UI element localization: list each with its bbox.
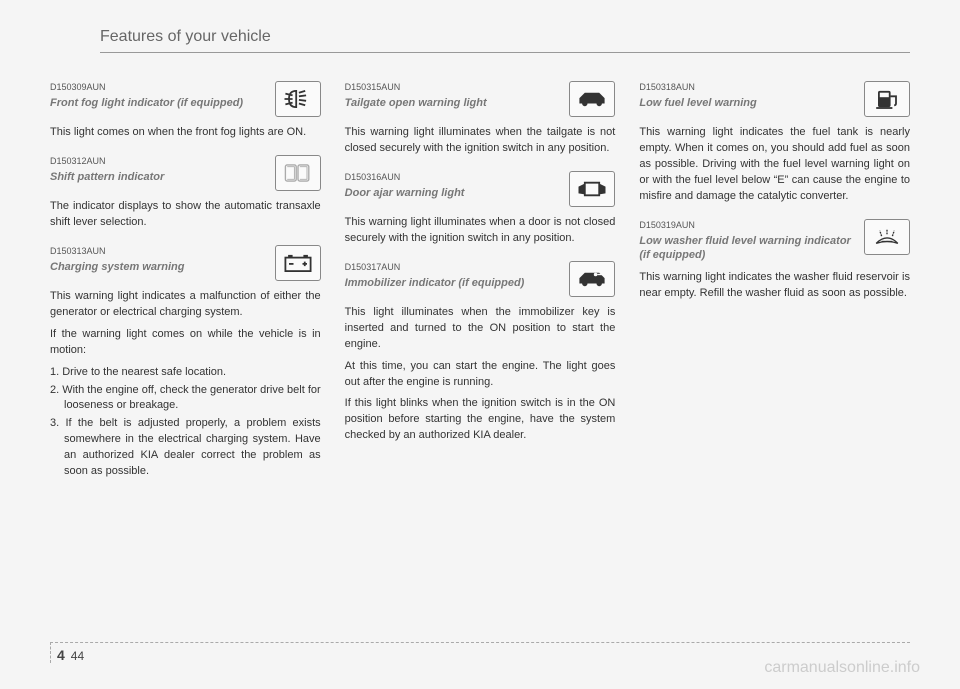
code: D150309AUN xyxy=(50,81,267,94)
section-fog-light: D150309AUN Front fog light indicator (if… xyxy=(50,81,321,141)
code: D150315AUN xyxy=(345,81,562,94)
code: D150316AUN xyxy=(345,171,562,184)
body-text: At this time, you can start the engine. … xyxy=(345,359,616,391)
fuel-pump-icon xyxy=(864,81,910,117)
section-title: Low washer fluid level warning indicator… xyxy=(639,234,856,263)
code: D150317AUN xyxy=(345,261,562,274)
section-immobilizer: D150317AUN Immobilizer indicator (if equ… xyxy=(345,261,616,445)
list-item: 3. If the belt is adjusted properly, a p… xyxy=(50,416,321,480)
body-text: If the warning light comes on while the … xyxy=(50,327,321,359)
body-text: This light comes on when the front fog l… xyxy=(50,125,321,141)
body-text: This warning light indicates the washer … xyxy=(639,270,910,302)
page-number: 44 xyxy=(71,649,84,663)
body-text: This warning light illuminates when the … xyxy=(345,125,616,157)
section-title: Front fog light indicator (if equipped) xyxy=(50,96,267,110)
section-washer-fluid: D150319AUN Low washer fluid level warnin… xyxy=(639,219,910,303)
body-text: The indicator displays to show the autom… xyxy=(50,199,321,231)
washer-fluid-icon xyxy=(864,219,910,255)
shift-pattern-icon xyxy=(275,155,321,191)
section-title: Charging system warning xyxy=(50,260,267,274)
section-title: Low fuel level warning xyxy=(639,96,856,110)
section-title: Door ajar warning light xyxy=(345,186,562,200)
car-key-icon xyxy=(569,261,615,297)
door-ajar-icon xyxy=(569,171,615,207)
column-2: D150315AUN Tailgate open warning light T… xyxy=(345,81,616,494)
list-item: 1. Drive to the nearest safe location. xyxy=(50,365,321,381)
section-title: Shift pattern indicator xyxy=(50,170,267,184)
manual-page: Features of your vehicle D150309AUN Fron… xyxy=(0,0,960,689)
code: D150319AUN xyxy=(639,219,856,232)
section-title: Immobilizer indicator (if equipped) xyxy=(345,276,562,290)
section-number: 4 xyxy=(57,647,65,663)
section-tailgate: D150315AUN Tailgate open warning light T… xyxy=(345,81,616,157)
watermark: carmanualsonline.info xyxy=(764,659,920,677)
fog-light-icon xyxy=(275,81,321,117)
column-1: D150309AUN Front fog light indicator (if… xyxy=(50,81,321,494)
battery-icon xyxy=(275,245,321,281)
section-title: Tailgate open warning light xyxy=(345,96,562,110)
body-text: If this light blinks when the ignition s… xyxy=(345,396,616,444)
body-text: This warning light indicates the fuel ta… xyxy=(639,125,910,205)
content-columns: D150309AUN Front fog light indicator (if… xyxy=(50,81,910,494)
list-item: 2. With the engine off, check the genera… xyxy=(50,383,321,415)
section-shift-pattern: D150312AUN Shift pattern indicator The i… xyxy=(50,155,321,231)
section-door-ajar: D150316AUN Door ajar warning light This … xyxy=(345,171,616,247)
code: D150313AUN xyxy=(50,245,267,258)
body-text: This warning light indicates a malfuncti… xyxy=(50,289,321,321)
section-low-fuel: D150318AUN Low fuel level warning This w… xyxy=(639,81,910,205)
column-3: D150318AUN Low fuel level warning This w… xyxy=(639,81,910,494)
body-text: This warning light illuminates when a do… xyxy=(345,215,616,247)
section-charging: D150313AUN Charging system warning This … xyxy=(50,245,321,480)
car-tailgate-icon xyxy=(569,81,615,117)
code: D150318AUN xyxy=(639,81,856,94)
page-header: Features of your vehicle xyxy=(100,28,910,53)
body-text: This light illuminates when the immobili… xyxy=(345,305,616,353)
code: D150312AUN xyxy=(50,155,267,168)
